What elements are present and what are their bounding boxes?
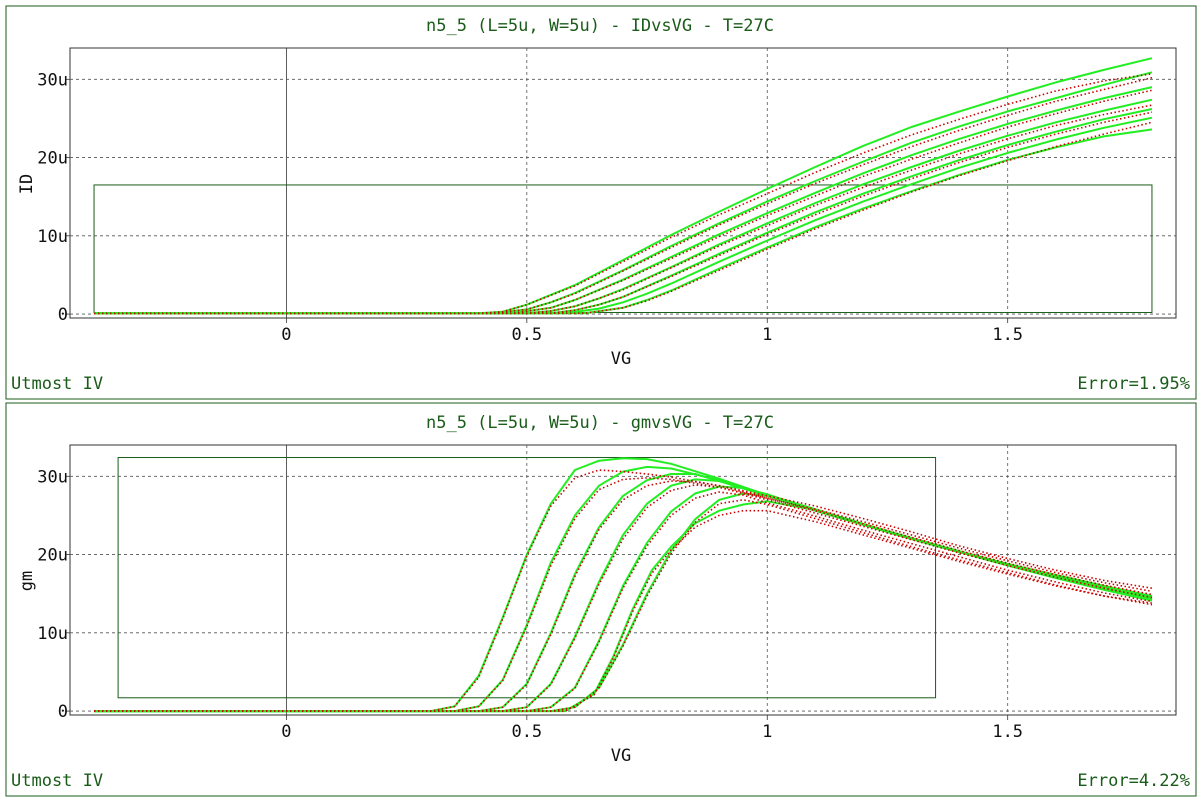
x-axis-label: VG (611, 746, 631, 766)
fit-region-box (93, 184, 1153, 314)
footer-left-label: Utmost IV (11, 374, 103, 394)
x-tick-label: 0.5 (511, 722, 542, 742)
measured-curve (94, 477, 1153, 712)
measured-curve (94, 73, 1153, 315)
y-tick-label: 30u (37, 70, 68, 90)
x-tick-label: 0 (281, 722, 291, 742)
x-tick-label: 1.5 (992, 325, 1023, 345)
panel-border (5, 5, 1197, 400)
y-tick-label: 20u (37, 149, 68, 169)
fit-region-box (117, 457, 937, 699)
panel-border (5, 402, 1197, 797)
y-tick-label: 10u (37, 624, 68, 644)
measured-curve (94, 491, 1153, 712)
simulated-curve (94, 116, 1153, 315)
y-tick-label: 0 (58, 702, 68, 722)
y-tick-label: 10u (37, 227, 68, 247)
gm-vs-vg-panel: n5_5 (L=5u, W=5u) - gmvsVG - T=27C VG gm… (5, 402, 1197, 797)
x-tick-label: 1 (762, 722, 772, 742)
simulated-curve (94, 492, 1153, 713)
chart-title: n5_5 (L=5u, W=5u) - IDvsVG - T=27C (426, 16, 774, 36)
measured-curve (94, 509, 1153, 712)
id-vs-vg-panel: n5_5 (L=5u, W=5u) - IDvsVG - T=27C VG ID… (5, 5, 1197, 400)
y-tick-label: 30u (37, 467, 68, 487)
x-tick-label: 0 (281, 325, 291, 345)
simulated-curve (94, 98, 1153, 315)
measured-curve (94, 121, 1153, 315)
chart-title: n5_5 (L=5u, W=5u) - gmvsVG - T=27C (426, 413, 774, 433)
simulated-curve (94, 478, 1153, 713)
error-label: Error=4.22% (1077, 771, 1190, 791)
measured-curve (94, 111, 1153, 315)
error-label: Error=1.95% (1077, 374, 1190, 394)
simulated-curve (94, 500, 1153, 713)
measured-curve (94, 484, 1153, 712)
simulated-curve (94, 465, 1153, 713)
x-axis-label: VG (611, 349, 631, 369)
y-axis-label: gm (17, 571, 37, 591)
simulated-curve (94, 473, 1153, 713)
simulated-curve (94, 57, 1153, 315)
footer-left-label: Utmost IV (11, 771, 103, 791)
x-tick-label: 1.5 (992, 722, 1023, 742)
simulated-curve (94, 71, 1153, 315)
measured-curve (94, 469, 1153, 712)
plot-area (69, 444, 1177, 716)
simulated-curve (94, 86, 1153, 315)
measured-curve (94, 498, 1153, 712)
simulated-curve (94, 128, 1153, 315)
measured-curve (94, 104, 1153, 315)
y-axis-label: ID (17, 174, 37, 194)
x-tick-label: 1 (762, 325, 772, 345)
y-tick-label: 0 (58, 305, 68, 325)
measured-curve (94, 480, 1153, 712)
simulated-curve (94, 485, 1153, 713)
measured-curve (94, 76, 1153, 315)
y-tick-label: 20u (37, 546, 68, 566)
plot-area (69, 47, 1177, 319)
x-tick-label: 0.5 (511, 325, 542, 345)
